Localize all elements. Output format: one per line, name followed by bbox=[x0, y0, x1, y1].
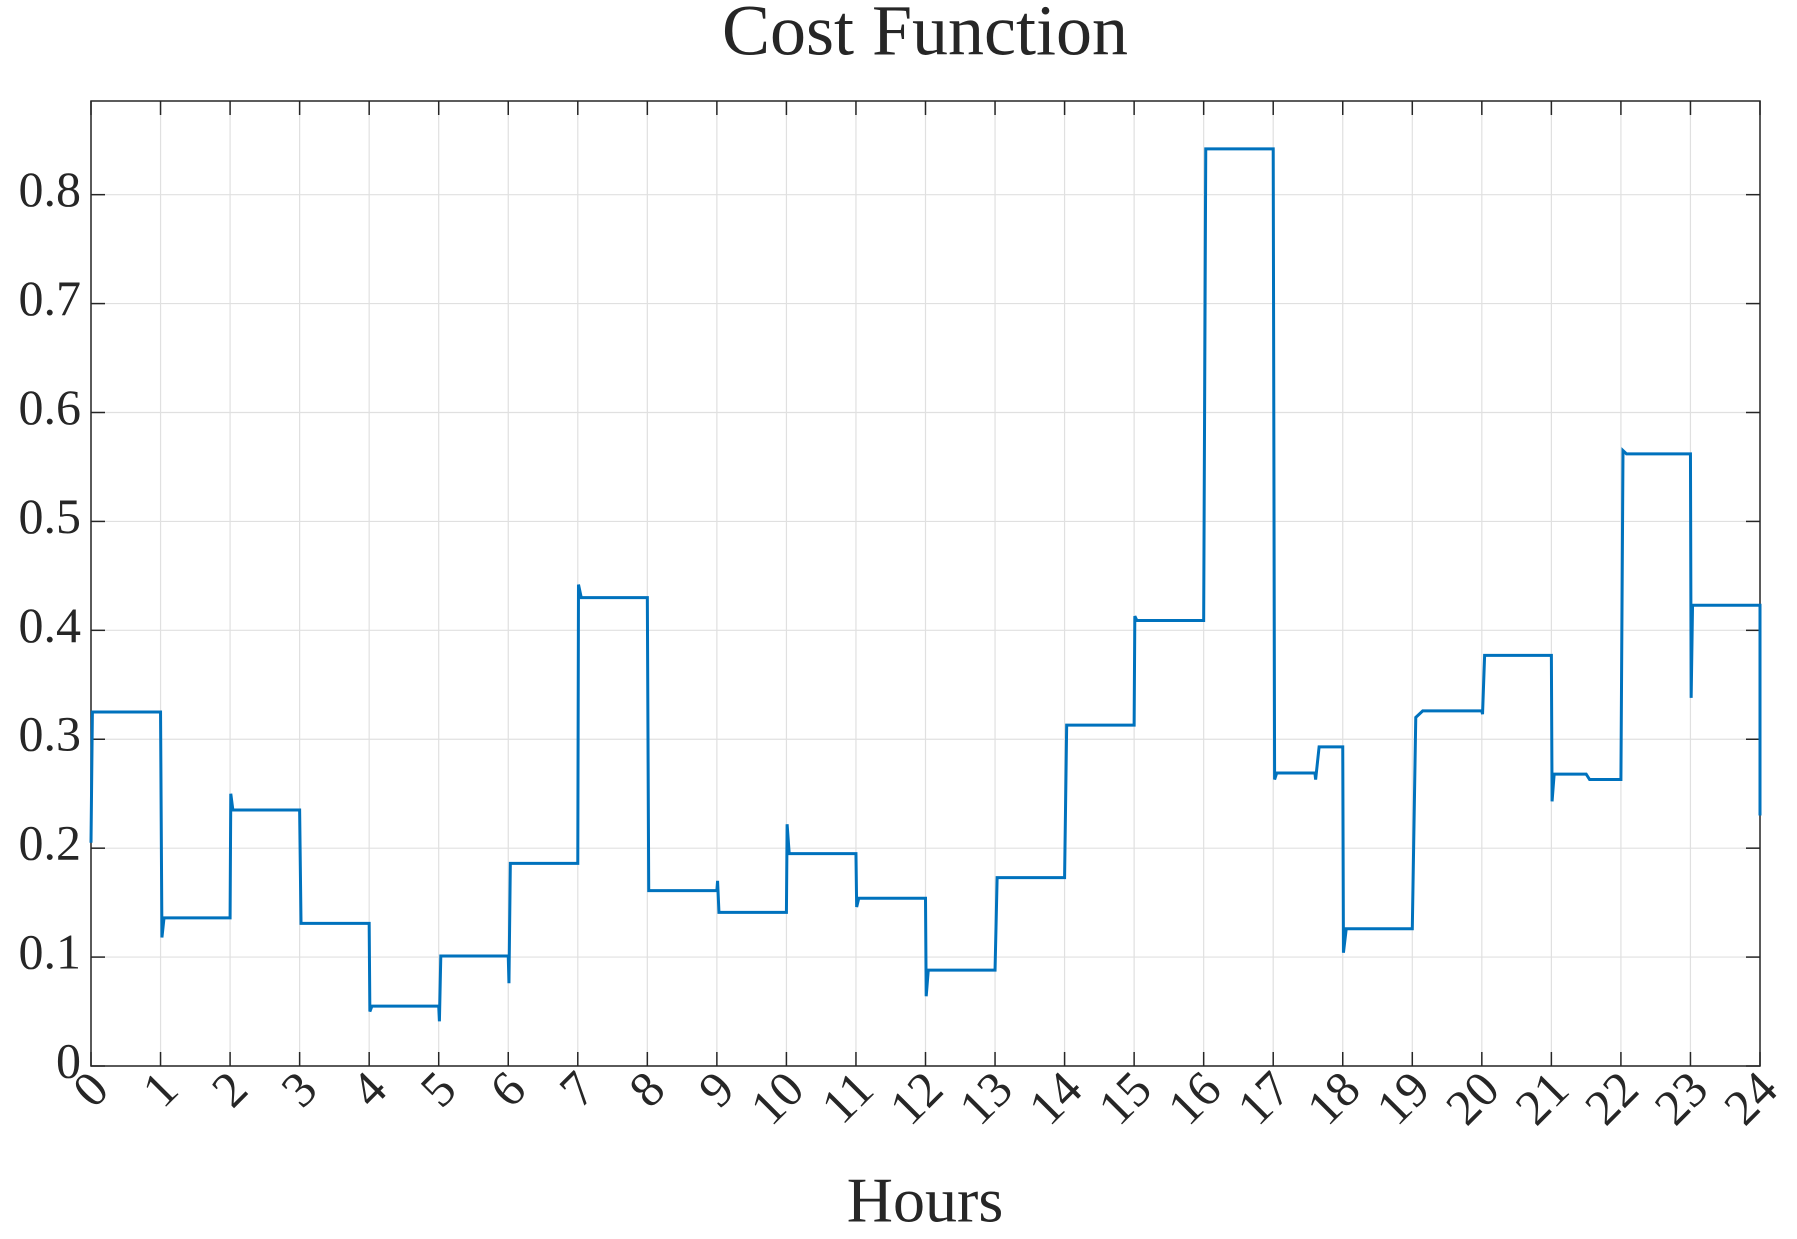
x-tick-label: 11 bbox=[810, 1060, 884, 1134]
y-tick-label: 0.7 bbox=[19, 270, 82, 326]
x-tick-label: 19 bbox=[1365, 1060, 1440, 1135]
x-tick-label: 21 bbox=[1504, 1060, 1579, 1135]
x-tick-label: 16 bbox=[1157, 1060, 1232, 1135]
x-tick-label: 1 bbox=[131, 1060, 188, 1117]
y-tick-label: 0.4 bbox=[19, 597, 82, 653]
x-tick-label: 23 bbox=[1643, 1060, 1718, 1135]
y-tick-label: 0.2 bbox=[19, 815, 82, 871]
y-tick-label: 0.8 bbox=[19, 161, 82, 217]
x-tick-label: 5 bbox=[409, 1060, 466, 1117]
x-tick-label: 10 bbox=[739, 1060, 814, 1135]
x-tick-label: 14 bbox=[1018, 1060, 1093, 1135]
x-tick-label: 2 bbox=[201, 1060, 258, 1117]
x-tick-label: 20 bbox=[1435, 1060, 1510, 1135]
x-tick-label: 12 bbox=[878, 1060, 953, 1135]
data-line bbox=[89, 147, 1762, 1022]
x-tick-label: 9 bbox=[687, 1060, 744, 1117]
x-tick-label: 13 bbox=[948, 1060, 1023, 1135]
x-tick-label: 3 bbox=[270, 1060, 327, 1117]
x-tick-label: 7 bbox=[548, 1060, 605, 1117]
y-tick-label: 0.1 bbox=[19, 924, 82, 980]
y-tick-label: 0 bbox=[56, 1032, 81, 1088]
x-axis-label: Hours bbox=[847, 1165, 1003, 1236]
y-tick-label: 0.3 bbox=[19, 706, 82, 762]
x-tick-label: 24 bbox=[1713, 1060, 1788, 1135]
x-tick-label: 4 bbox=[340, 1060, 397, 1117]
y-tick-label: 0.6 bbox=[19, 379, 82, 435]
x-tick-label: 22 bbox=[1574, 1060, 1649, 1135]
y-tick-label: 0.5 bbox=[19, 488, 82, 544]
x-tick-label: 8 bbox=[618, 1060, 675, 1117]
x-tick-label: 15 bbox=[1087, 1060, 1162, 1135]
chart-title: Cost Function bbox=[722, 0, 1128, 71]
x-tick-label: 6 bbox=[479, 1060, 536, 1117]
plot-frame bbox=[90, 100, 1761, 1067]
x-tick-label: 18 bbox=[1296, 1060, 1371, 1135]
x-tick-label: 17 bbox=[1226, 1060, 1301, 1135]
